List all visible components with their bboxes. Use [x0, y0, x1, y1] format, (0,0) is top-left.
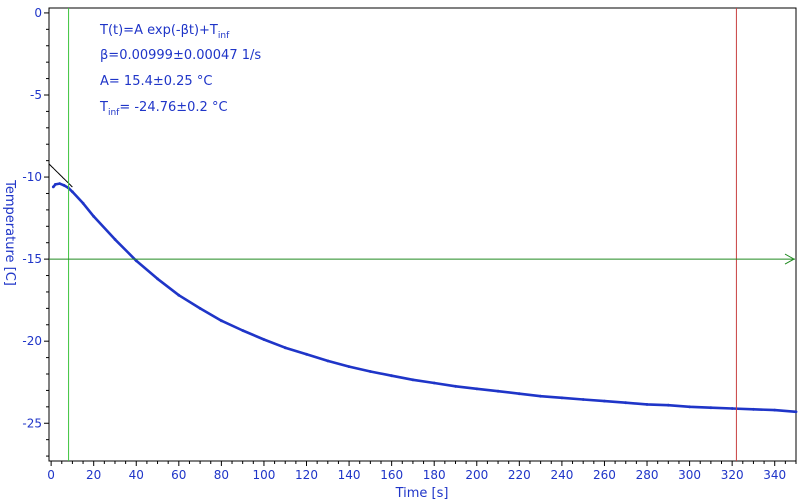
data-point [709, 406, 713, 410]
data-point [92, 215, 96, 218]
y-axis: 0 -5 -10 -15 -20 -25 [22, 6, 49, 457]
data-point [326, 359, 330, 363]
x-tick-label: 280 [636, 468, 659, 482]
x-tick-label: 160 [380, 468, 403, 482]
data-point [54, 183, 57, 186]
data-point [581, 398, 585, 401]
cursor-layer [49, 8, 796, 461]
data-point [134, 259, 138, 263]
data-point [539, 394, 542, 398]
y-tick-label: -10 [22, 170, 42, 184]
x-tick-label: 20 [86, 468, 101, 482]
fit-beta: β=0.00999±0.00047 1/s [100, 48, 261, 63]
y-tick-label: 0 [34, 6, 42, 20]
x-tick-label: 320 [721, 468, 744, 482]
data-point [645, 403, 649, 406]
svg-text:T(t)=A exp(-βt)+Tinf: T(t)=A exp(-βt)+Tinf [99, 23, 230, 41]
data-point [62, 183, 66, 187]
data-point [177, 293, 181, 297]
x-tick-label: 40 [129, 468, 144, 482]
data-point [752, 407, 755, 411]
data-point [198, 307, 202, 310]
data-point [496, 389, 500, 393]
fit-tinf-subscript: inf [108, 108, 120, 118]
y-tick-label: -25 [22, 416, 42, 430]
data-point [560, 396, 564, 400]
x-axis: 0 20 40 60 80 100 120 140 160 180 200 220 240 260 280 3… [47, 461, 797, 482]
data-point [475, 387, 479, 391]
data-point [71, 190, 74, 194]
x-tick-label: 60 [171, 468, 186, 482]
data-point [390, 374, 393, 378]
fit-amplitude: A= 15.4±0.25 °C [100, 74, 212, 89]
data-point [688, 405, 691, 409]
x-tick-label: 260 [593, 468, 616, 482]
data-point [51, 185, 55, 189]
data-point [220, 319, 223, 323]
data-point [730, 407, 734, 410]
data-point [603, 399, 606, 403]
x-tick-label: 220 [508, 468, 531, 482]
y-tick-label: -20 [22, 334, 42, 348]
fit-equation: T(t)=A exp(-βt)+T [99, 23, 218, 38]
data-point [794, 410, 798, 414]
data-point [624, 401, 628, 405]
data-point [113, 238, 117, 241]
data-point [81, 201, 85, 205]
x-tick-label: 340 [763, 468, 786, 482]
x-tick-label: 0 [47, 468, 55, 482]
data-point [773, 408, 777, 412]
data-point [58, 182, 61, 186]
y-tick-label: -5 [30, 88, 42, 102]
data-point [305, 352, 308, 356]
data-point [283, 346, 287, 350]
data-point [347, 365, 351, 368]
data-point [241, 329, 245, 332]
svg-text:Tinf= -24.76±0.2 °C: Tinf= -24.76±0.2 °C [99, 100, 228, 118]
x-tick-label: 300 [678, 468, 701, 482]
data-point [517, 392, 521, 396]
x-tick-label: 140 [338, 468, 361, 482]
data-point [156, 277, 159, 281]
x-tick-label: 100 [252, 468, 275, 482]
fit-annotation: T(t)=A exp(-βt)+Tinf β=0.00999±0.00047 1… [99, 23, 261, 118]
fit-tinf-value: = -24.76±0.2 °C [119, 100, 227, 115]
data-point [369, 370, 372, 373]
x-tick-label: 80 [214, 468, 229, 482]
data-point [411, 378, 415, 382]
x-tick-label: 240 [550, 468, 573, 482]
plot-frame [48, 7, 797, 462]
y-axis-label: Temperature [C] [2, 179, 17, 286]
data-series [51, 182, 798, 414]
data-point [454, 384, 457, 388]
data-point [262, 338, 266, 341]
x-tick-label: 200 [465, 468, 488, 482]
x-tick-label: 120 [295, 468, 318, 482]
x-axis-label: Time [s] [395, 486, 449, 501]
data-point [432, 381, 436, 385]
cursor-arrow-icon [784, 253, 796, 265]
fit-tinf-symbol: T [99, 100, 108, 115]
data-point [666, 403, 670, 407]
y-tick-label: -15 [22, 252, 42, 266]
x-tick-label: 180 [423, 468, 446, 482]
fit-equation-subscript: inf [218, 31, 230, 41]
